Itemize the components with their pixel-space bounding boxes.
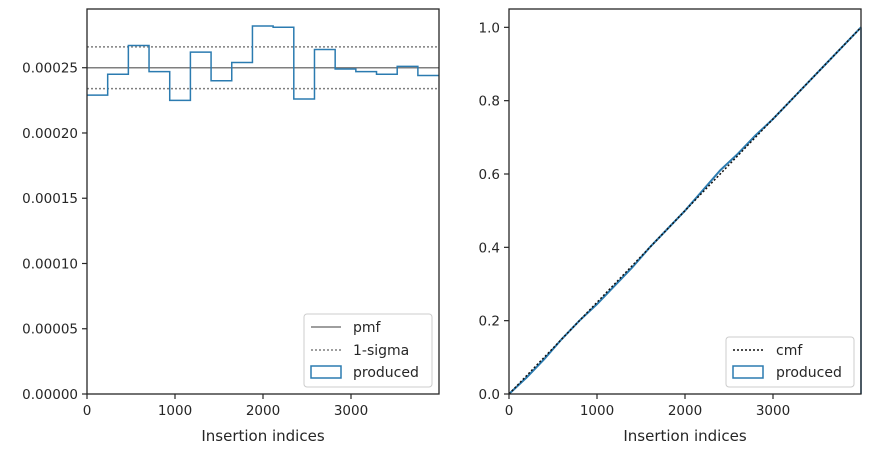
legend-pmf-label: pmf	[353, 320, 382, 336]
x-tick-label: 1000	[580, 403, 614, 419]
legend-produced-label: produced	[353, 365, 419, 381]
x-tick-label: 3000	[334, 403, 368, 419]
legend-cmf-label: cmf	[776, 343, 803, 359]
right-axes-frame	[508, 8, 862, 395]
x-tick-label: 3000	[756, 403, 790, 419]
legend-produced-swatch-right	[732, 365, 764, 379]
left-legend-box	[303, 313, 433, 388]
right-legend: cmf produced	[725, 336, 855, 388]
left-y-ticks: 0.00000 0.00005 0.00010 0.00015 0.00020 0.000…	[22, 61, 87, 403]
y-tick-label: 0.00005	[22, 322, 78, 338]
y-tick-label: 0.00000	[22, 387, 78, 403]
right-cdf-panel: 0 1000 2000 3000 0.0 0.2 0.4 0.6 0.8 1.0 Inserti…	[479, 8, 862, 445]
left-legend: pmf 1-sigma produced	[303, 313, 433, 388]
left-plot-area	[87, 25, 439, 102]
legend-produced-swatch	[310, 365, 342, 379]
y-tick-label: 1.0	[479, 20, 500, 36]
y-tick-label: 0.00015	[22, 191, 78, 207]
cmf-line	[508, 26, 862, 395]
left-x-ticks: 0 1000 2000 3000	[83, 394, 368, 419]
right-y-ticks: 0.0 0.2 0.4 0.6 0.8 1.0	[479, 20, 509, 403]
x-tick-label: 1000	[158, 403, 192, 419]
y-tick-label: 0.8	[479, 94, 500, 110]
left-histogram-panel: 0 1000 2000 3000 0.000000.000050.000100.000…	[22, 8, 440, 445]
x-tick-label: 2000	[246, 403, 280, 419]
y-tick-label: 0.4	[479, 240, 500, 256]
x-tick-label: 0	[83, 403, 92, 419]
produced-histogram-step	[87, 25, 439, 102]
legend-produced-label-right: produced	[776, 365, 842, 381]
x-tick-label: 0	[505, 403, 514, 419]
y-tick-label: 0.00025	[22, 61, 78, 77]
x-tick-label: 2000	[668, 403, 702, 419]
y-tick-label: 0.00020	[22, 126, 78, 142]
y-tick-label: 0.0	[479, 387, 500, 403]
y-tick-label: 0.6	[479, 167, 500, 183]
y-tick-label: 0.2	[479, 314, 500, 330]
legend-sigma-label: 1-sigma	[353, 343, 409, 359]
right-x-ticks: 0 1000 2000 3000	[505, 394, 790, 419]
left-x-axis-label: Insertion indices	[201, 427, 324, 445]
y-tick-label: 0.00010	[22, 256, 78, 272]
right-x-axis-label: Insertion indices	[623, 427, 746, 445]
